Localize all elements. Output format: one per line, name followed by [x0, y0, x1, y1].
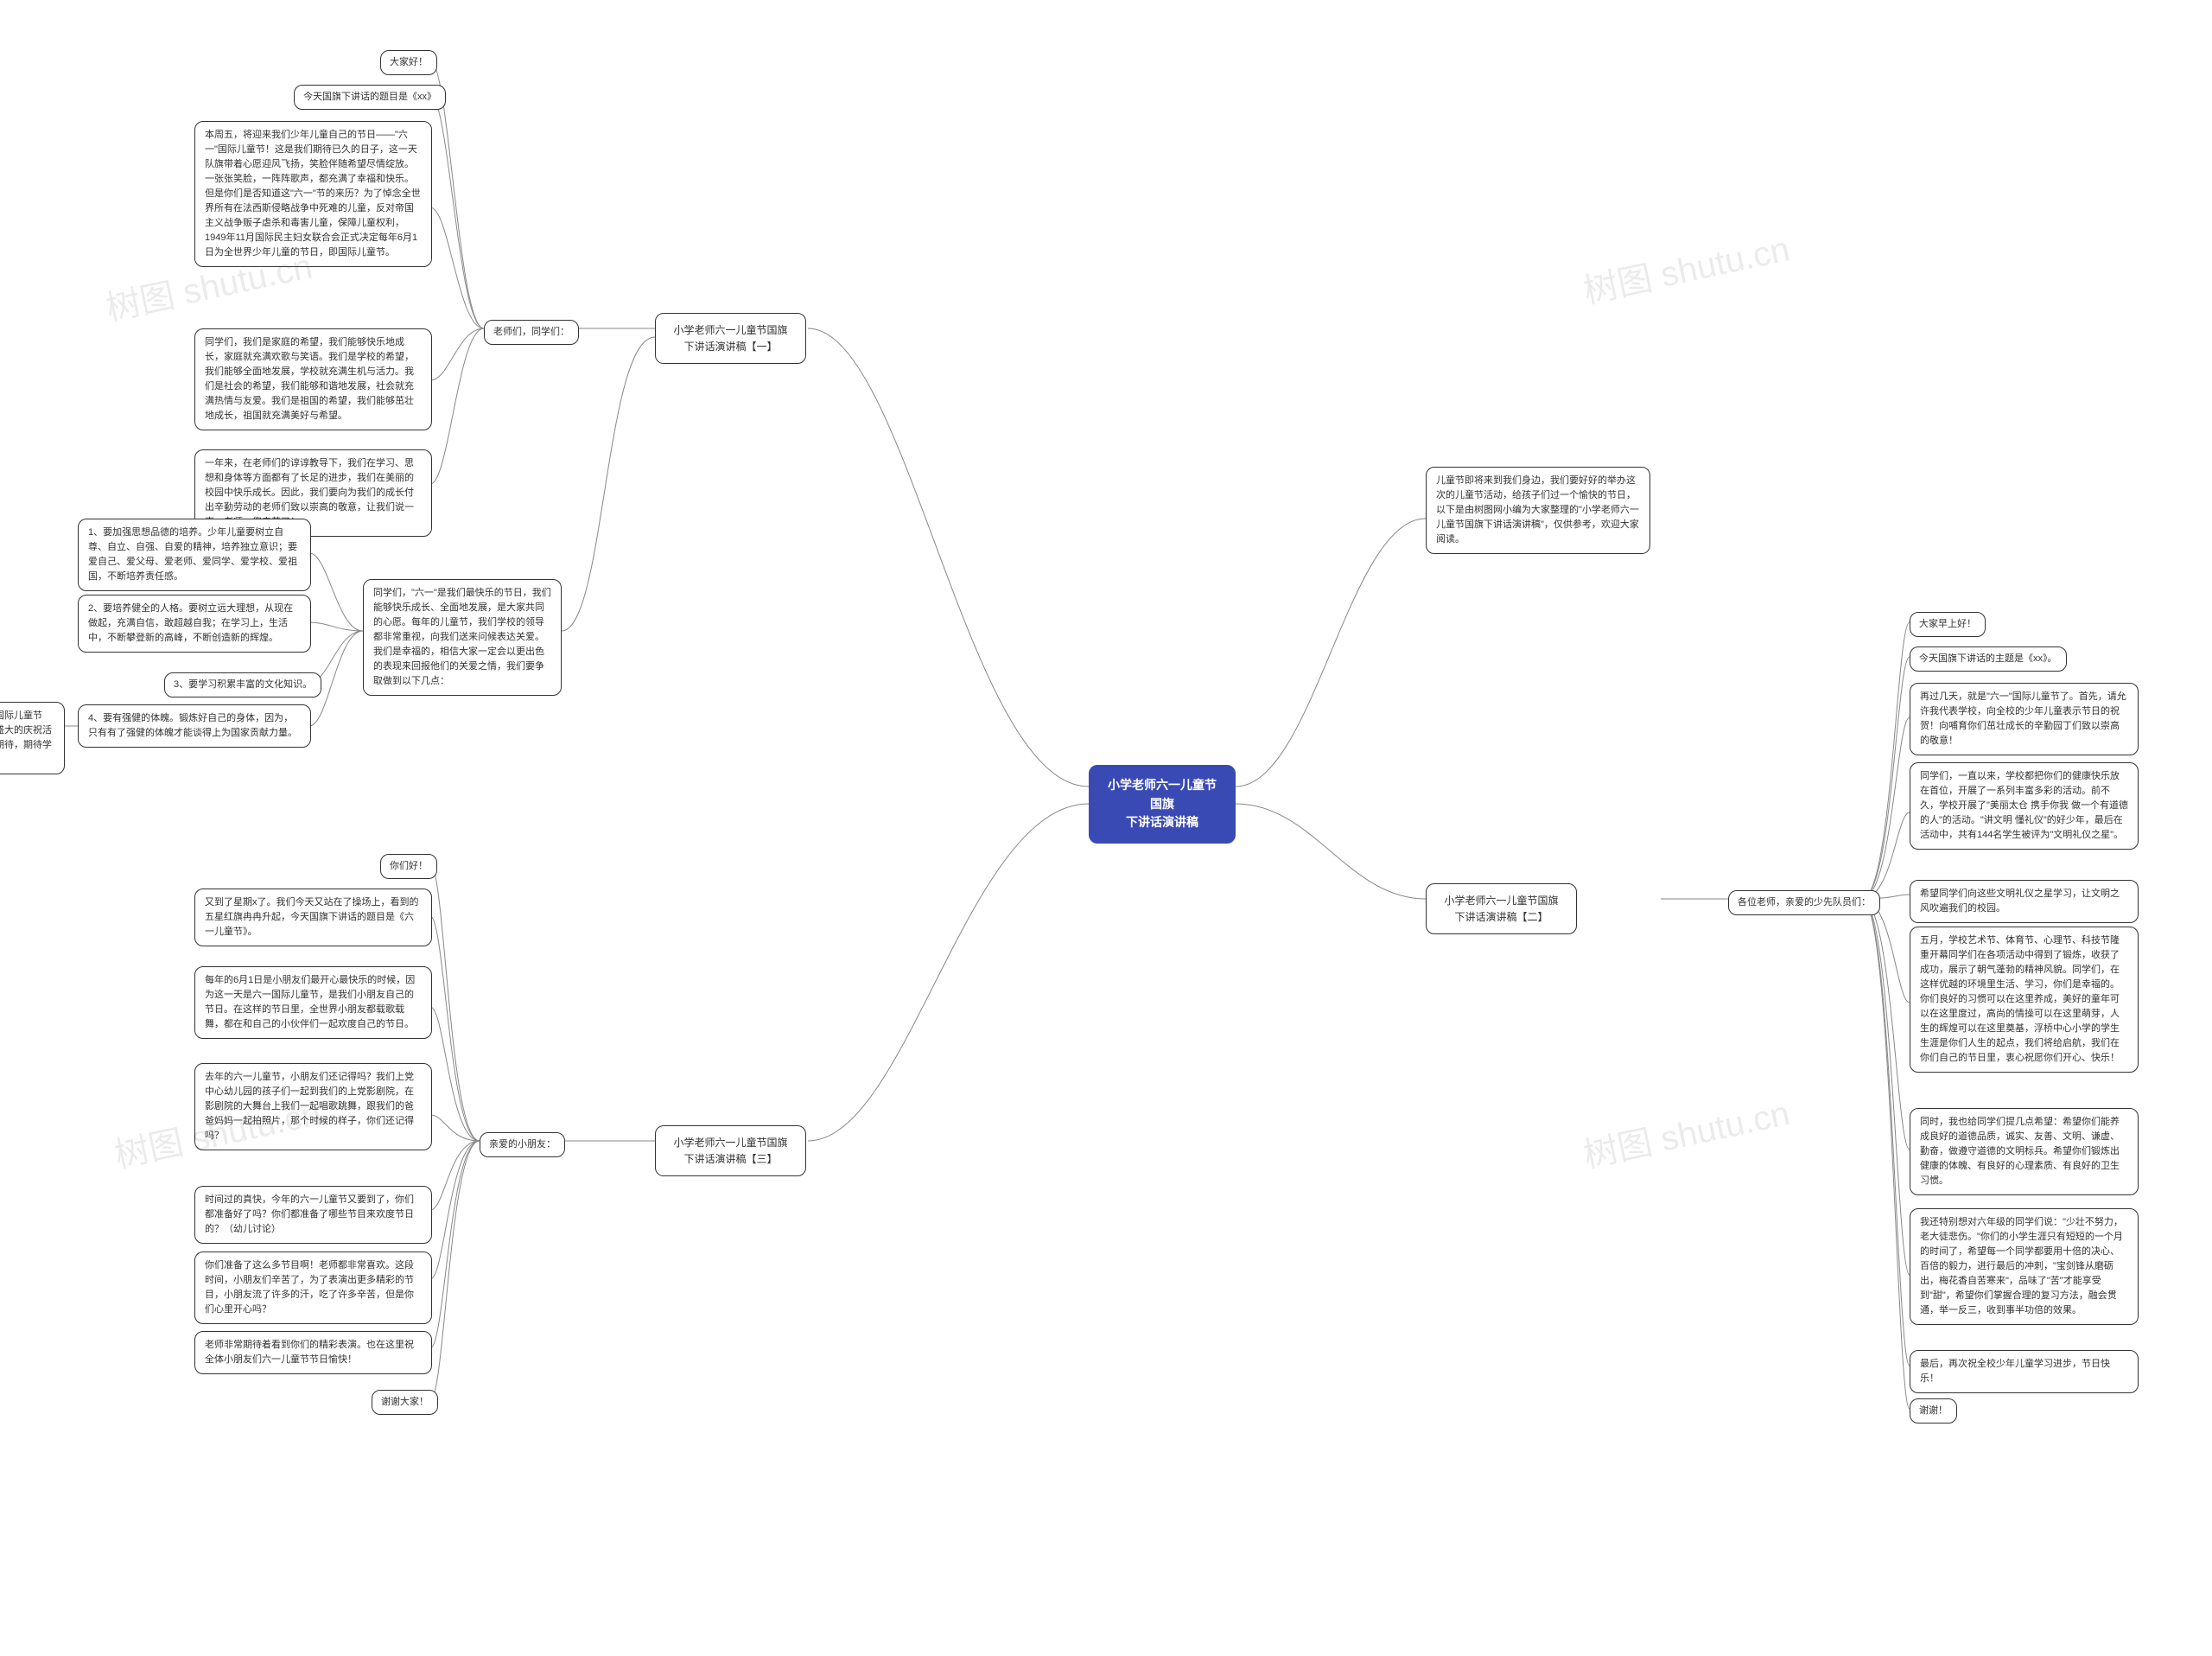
s1-leaf-greeting[interactable]: 大家好！ [380, 50, 437, 75]
s2-leaf-suggest[interactable]: 同时，我也给同学们提几点希望：希望你们能养成良好的道德品质，诚实、友善、文明、谦… [1910, 1108, 2139, 1195]
s3-leaf-lastyear[interactable]: 去年的六一儿童节，小朋友们还记得吗？我们上党中心幼儿园的孩子们一起到我们的上党影… [194, 1063, 432, 1150]
section2-hub[interactable]: 小学老师六一儿童节国旗下讲话演讲稿【二】 [1426, 883, 1577, 934]
s3-leaf-expect[interactable]: 老师非常期待着看到你们的精彩表演。也在这里祝全体小朋友们六一儿童节节日愉快！ [194, 1331, 432, 1374]
s1-list-label[interactable]: 同学们，"六一"是我们最快乐的节日，我们能够快乐成长、全面地发展，是大家共同的心… [363, 579, 562, 696]
intro-node[interactable]: 儿童节即将来到我们身边，我们要好好的举办这次的儿童节活动，给孩子们过一个愉快的节… [1426, 467, 1650, 554]
s2-leaf-finally[interactable]: 最后，再次祝全校少年儿童学习进步，节日快乐！ [1910, 1350, 2139, 1393]
s1-leaf-hope[interactable]: 同学们，我们是家庭的希望，我们能够快乐地成长，家庭就充满欢歌与笑语。我们是学校的… [194, 328, 432, 430]
s1-item-3[interactable]: 3、要学习积累丰富的文化知识。 [164, 672, 321, 697]
section3-sublabel[interactable]: 亲爱的小朋友： [480, 1132, 565, 1157]
s2-leaf-thanks[interactable]: 谢谢！ [1910, 1398, 1957, 1424]
section1-sublabel[interactable]: 老师们，同学们： [484, 320, 579, 345]
center-title-line2: 下讲话演讲稿 [1105, 813, 1219, 832]
s3-leaf-greeting[interactable]: 你们好！ [380, 854, 437, 879]
s2-leaf-topic[interactable]: 今天国旗下讲话的主题是《xx》。 [1910, 646, 2067, 672]
s3-leaf-thanks[interactable]: 谢谢大家！ [372, 1390, 438, 1415]
section1-hub[interactable]: 小学老师六一儿童节国旗下讲话演讲稿【一】 [655, 313, 806, 364]
s3-leaf-prepare[interactable]: 时间过的真快，今年的六一儿童节又要到了，你们都准备好了吗？你们都准备了哪些节目来… [194, 1186, 432, 1244]
section2-sublabel[interactable]: 各位老师，亲爱的少先队员们： [1728, 890, 1880, 915]
s3-leaf-programs[interactable]: 你们准备了这么多节目啊！老师都非常喜欢。这段时间，小朋友们辛苦了，为了表演出更多… [194, 1252, 432, 1324]
s1-closing[interactable]: 本周五就是六一国际儿童节了，我校将举行盛大的庆祝活动，让我们一起期待，期待学校更… [0, 702, 65, 774]
s1-item-2[interactable]: 2、要培养健全的人格。要树立远大理想，从现在做起，充满自信，敢超越自我；在学习上… [78, 595, 311, 653]
watermark: 树图 shutu.cn [1579, 1085, 1794, 1177]
s2-leaf-may[interactable]: 五月，学校艺术节、体育节、心理节、科技节隆重开幕同学们在各项活动中得到了锻炼，收… [1910, 927, 2139, 1073]
s2-leaf-activities[interactable]: 同学们，一直以来，学校都把你们的健康快乐放在首位，开展了一系列丰富多彩的活动。前… [1910, 762, 2139, 850]
center-node[interactable]: 小学老师六一儿童节国旗 下讲话演讲稿 [1089, 765, 1236, 844]
s2-leaf-wish[interactable]: 再过几天，就是"六一"国际儿童节了。首先，请允许我代表学校，向全校的少年儿童表示… [1910, 683, 2139, 755]
s1-leaf-topic[interactable]: 今天国旗下讲话的题目是《xx》 [294, 85, 446, 110]
s2-leaf-grade6[interactable]: 我还特别想对六年级的同学们说："少壮不努力，老大徒悲伤。"你们的小学生涯只有短短… [1910, 1208, 2139, 1325]
watermark: 树图 shutu.cn [1579, 220, 1794, 313]
s1-item-4[interactable]: 4、要有强健的体魄。锻炼好自己的身体，因为，只有有了强健的体魄才能谈得上为国家贡… [78, 704, 311, 748]
s1-leaf-origin[interactable]: 本周五，将迎来我们少年儿童自己的节日——"六一"国际儿童节！这是我们期待已久的日… [194, 121, 432, 267]
s3-leaf-june1[interactable]: 每年的6月1日是小朋友们最开心最快乐的时候，因为这一天是六一国际儿童节，是我们小… [194, 966, 432, 1039]
section3-hub[interactable]: 小学老师六一儿童节国旗下讲话演讲稿【三】 [655, 1125, 806, 1176]
s3-leaf-flag[interactable]: 又到了星期x了。我们今天又站在了操场上，看到的五星红旗冉冉升起，今天国旗下讲话的… [194, 889, 432, 946]
s2-leaf-hope[interactable]: 希望同学们向这些文明礼仪之星学习，让文明之风吹遍我们的校园。 [1910, 880, 2139, 923]
s1-item-1[interactable]: 1、要加强思想品德的培养。少年儿童要树立自尊、自立、自强、自爱的精神，培养独立意… [78, 519, 311, 591]
s2-leaf-greeting[interactable]: 大家早上好！ [1910, 612, 1986, 637]
center-title-line1: 小学老师六一儿童节国旗 [1105, 776, 1219, 813]
